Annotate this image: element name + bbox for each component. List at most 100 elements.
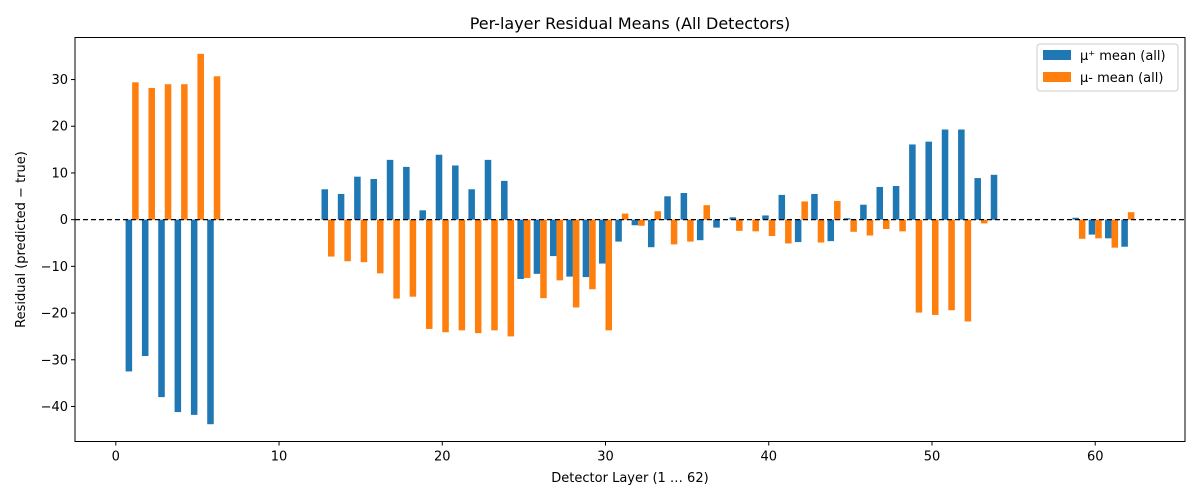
bar-mu-plus-layer-42 xyxy=(794,219,802,243)
bar-mu-minus-layer-6 xyxy=(213,76,221,220)
bar-mu-plus-layer-1 xyxy=(125,219,133,372)
bar-mu-plus-layer-62 xyxy=(1121,219,1128,247)
bar-mu-minus-layer-31 xyxy=(621,213,629,220)
bar-mu-minus-layer-34 xyxy=(670,219,678,245)
bar-mu-minus-layer-17 xyxy=(393,219,400,299)
x-tick-label: 50 xyxy=(924,450,941,465)
bar-mu-plus-layer-18 xyxy=(403,166,410,220)
bar-mu-minus-layer-28 xyxy=(572,219,580,308)
bar-mu-minus-layer-60 xyxy=(1095,219,1102,239)
plot-frame xyxy=(74,37,1186,442)
bar-mu-plus-layer-14 xyxy=(337,193,345,220)
bar-mu-plus-layer-2 xyxy=(141,219,149,357)
bar-mu-plus-layer-50 xyxy=(925,141,932,220)
legend: μ⁺ mean (all) μ- mean (all) xyxy=(1036,43,1179,92)
bar-mu-minus-layer-62 xyxy=(1127,212,1135,220)
y-axis-label: Residual (predicted − true) xyxy=(14,151,29,328)
bar-mu-plus-layer-13 xyxy=(321,189,329,220)
bar-mu-plus-layer-5 xyxy=(190,219,198,415)
bar-mu-minus-layer-59 xyxy=(1078,219,1086,239)
bar-mu-plus-layer-4 xyxy=(174,219,182,413)
bar-mu-minus-layer-16 xyxy=(376,219,384,274)
y-tick-label: −20 xyxy=(41,307,68,322)
bar-mu-minus-layer-5 xyxy=(197,53,204,220)
bar-mu-minus-layer-51 xyxy=(948,219,955,311)
x-tick-label: 60 xyxy=(1087,450,1104,465)
bar-mu-minus-layer-18 xyxy=(409,219,417,297)
bar-mu-minus-layer-49 xyxy=(915,219,923,313)
bar-mu-plus-layer-41 xyxy=(778,194,786,220)
bar-mu-plus-layer-61 xyxy=(1105,219,1112,239)
bar-mu-minus-layer-39 xyxy=(752,219,759,232)
bar-mu-minus-layer-43 xyxy=(817,219,825,243)
legend-label: μ- mean (all) xyxy=(1080,71,1163,86)
x-tick-label: 0 xyxy=(112,450,120,465)
y-axis-ticks: −40 −30 −20 −10 0 10 20 30 xyxy=(41,73,75,415)
bar-mu-plus-layer-51 xyxy=(941,129,949,220)
bar-mu-minus-layer-13 xyxy=(328,219,335,257)
bar-mu-plus-layer-20 xyxy=(435,154,443,220)
bar-mu-plus-layer-19 xyxy=(419,210,426,220)
bar-mu-plus-layer-15 xyxy=(354,176,361,220)
bar-mu-plus-layer-31 xyxy=(615,219,622,242)
bar-mu-plus-layer-46 xyxy=(860,204,867,220)
bar-mu-minus-layer-32 xyxy=(638,219,645,226)
bar-mu-plus-layer-24 xyxy=(501,180,508,220)
bar-mu-minus-layer-42 xyxy=(801,201,808,220)
bar-mu-plus-layer-40 xyxy=(762,215,769,220)
x-tick-label: 40 xyxy=(760,450,777,465)
bar-mu-plus-layer-47 xyxy=(876,186,884,220)
bar-mu-plus-layer-52 xyxy=(958,129,965,220)
bar-mu-minus-layer-46 xyxy=(866,219,874,236)
bar-mu-minus-layer-48 xyxy=(899,219,906,232)
bar-mu-minus-layer-3 xyxy=(164,84,172,220)
bar-mu-minus-layer-24 xyxy=(507,219,515,337)
bar-mu-minus-layer-41 xyxy=(785,219,792,244)
legend-swatch xyxy=(1043,50,1071,60)
bar-mu-plus-layer-36 xyxy=(696,219,704,241)
bar-mu-minus-layer-35 xyxy=(687,219,694,242)
y-tick-label: −40 xyxy=(41,400,68,415)
bar-mu-plus-layer-22 xyxy=(468,189,475,220)
bar-mu-minus-layer-44 xyxy=(834,200,841,220)
bar-mu-plus-layer-3 xyxy=(158,219,165,398)
bar-mu-plus-layer-35 xyxy=(680,193,688,220)
bar-mu-minus-layer-19 xyxy=(425,219,433,329)
x-axis-label: Detector Layer (1 … 62) xyxy=(551,471,708,486)
bar-mu-minus-layer-20 xyxy=(442,219,449,333)
x-tick-label: 30 xyxy=(597,450,614,465)
y-tick-label: −10 xyxy=(41,260,68,275)
x-tick-label: 10 xyxy=(271,450,288,465)
bar-mu-minus-layer-22 xyxy=(474,219,482,334)
bar-mu-plus-layer-29 xyxy=(582,219,590,278)
bar-mu-minus-layer-27 xyxy=(556,219,564,281)
bar-mu-plus-layer-54 xyxy=(990,174,998,220)
bar-mu-plus-layer-49 xyxy=(909,144,916,220)
bar-mu-plus-layer-28 xyxy=(566,219,573,277)
bar-mu-minus-layer-29 xyxy=(589,219,596,290)
bar-mu-minus-layer-15 xyxy=(360,219,368,263)
y-tick-label: 10 xyxy=(51,166,68,181)
bar-mu-minus-layer-23 xyxy=(491,219,498,331)
bar-mu-plus-layer-53 xyxy=(974,178,981,220)
bar-mu-minus-layer-1 xyxy=(132,82,139,220)
bar-mu-minus-layer-14 xyxy=(344,219,351,262)
bar-mu-minus-layer-52 xyxy=(964,219,972,322)
bar-mu-minus-layer-26 xyxy=(540,219,547,299)
bar-mu-plus-layer-6 xyxy=(207,219,214,425)
bar-mu-minus-layer-61 xyxy=(1111,219,1119,248)
bar-mu-plus-layer-48 xyxy=(892,186,900,220)
bar-mu-plus-layer-34 xyxy=(664,196,671,220)
bar-mu-minus-layer-33 xyxy=(654,211,662,220)
bars-group xyxy=(125,53,1135,425)
bar-mu-minus-layer-38 xyxy=(736,219,743,231)
x-axis-ticks: 0 10 20 30 40 50 60 xyxy=(112,441,1104,465)
y-tick-label: 30 xyxy=(51,73,68,88)
bar-mu-minus-layer-47 xyxy=(883,219,890,229)
bar-mu-minus-layer-4 xyxy=(181,84,188,220)
legend-box xyxy=(1036,43,1179,92)
bar-mu-plus-layer-27 xyxy=(550,219,557,257)
bar-mu-minus-layer-30 xyxy=(605,219,613,331)
legend-swatch xyxy=(1043,72,1071,82)
